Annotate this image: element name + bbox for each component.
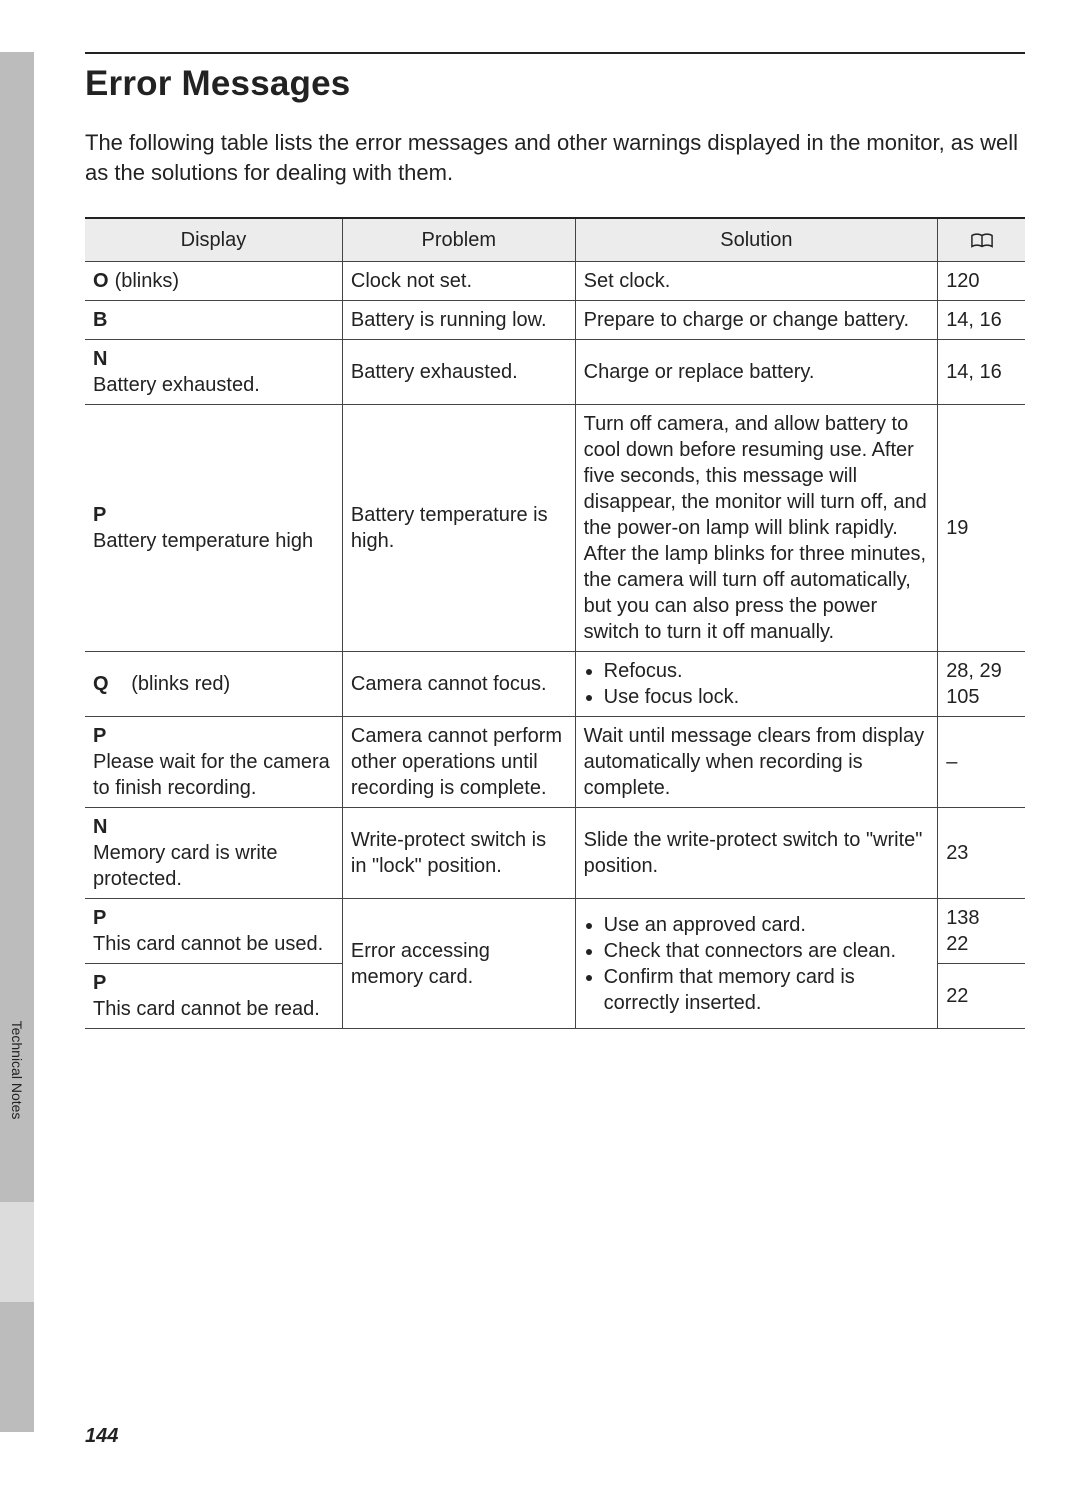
table-row: N Battery exhausted. Battery exhausted. C…	[85, 340, 1025, 405]
section-label: Technical Notes	[9, 1021, 25, 1120]
display-text: (blinks red)	[131, 673, 230, 695]
display-symbol: N	[93, 816, 107, 838]
solution-cell: Charge or replace battery.	[575, 340, 938, 405]
display-text: This card cannot be used.	[93, 933, 323, 955]
display-symbol: P	[93, 907, 106, 929]
solution-item: Refocus.	[604, 658, 930, 684]
table-row: Q (blinks red) Camera cannot focus. Refo…	[85, 652, 1025, 717]
solution-item: Use focus lock.	[604, 684, 930, 710]
solution-cell: Slide the write-protect switch to "write…	[575, 808, 938, 899]
solution-cell: Turn off camera, and allow battery to co…	[575, 405, 938, 652]
ref-cell: 120	[938, 262, 1025, 301]
solution-cell: Refocus. Use focus lock.	[575, 652, 938, 717]
table-row: P Please wait for the camera to finish re…	[85, 717, 1025, 808]
display-text: Please wait for the camera to finish rec…	[93, 751, 330, 799]
display-text: Battery temperature high	[93, 530, 313, 552]
ref-cell: –	[938, 717, 1025, 808]
solution-cell: Wait until message clears from display a…	[575, 717, 938, 808]
solution-cell: Set clock.	[575, 262, 938, 301]
display-symbol: O	[93, 270, 109, 292]
ref-cell: 138 22	[938, 899, 1025, 964]
display-text: Battery exhausted.	[93, 374, 260, 396]
solution-item: Check that connectors are clean.	[604, 938, 930, 964]
col-header-solution: Solution	[575, 218, 938, 262]
display-symbol: B	[93, 309, 107, 331]
ref-cell: 28, 29 105	[938, 652, 1025, 717]
page-content: Error Messages The following table lists…	[85, 52, 1025, 1029]
display-symbol: Q	[93, 673, 109, 695]
ref-cell: 14, 16	[938, 301, 1025, 340]
table-row: N Memory card is write protected. Write-p…	[85, 808, 1025, 899]
table-header-row: Display Problem Solution	[85, 218, 1025, 262]
ref-cell: 14, 16	[938, 340, 1025, 405]
page-number: 144	[85, 1425, 118, 1448]
solution-cell: Use an approved card. Check that connect…	[575, 899, 938, 1029]
problem-cell: Clock not set.	[342, 262, 575, 301]
table-row: P Battery temperature high Battery temper…	[85, 405, 1025, 652]
book-icon	[971, 229, 993, 251]
error-table: Display Problem Solution O (blinks) Clock…	[85, 217, 1025, 1029]
display-symbol: P	[93, 725, 106, 747]
display-text: This card cannot be read.	[93, 998, 320, 1020]
col-header-display: Display	[85, 218, 342, 262]
rule-top	[85, 52, 1025, 54]
ref-cell: 19	[938, 405, 1025, 652]
page-title: Error Messages	[85, 64, 1025, 104]
solution-item: Confirm that memory card is correctly in…	[604, 964, 930, 1016]
solution-cell: Prepare to charge or change battery.	[575, 301, 938, 340]
section-marker	[0, 1202, 34, 1302]
col-header-problem: Problem	[342, 218, 575, 262]
table-row: O (blinks) Clock not set. Set clock. 120	[85, 262, 1025, 301]
ref-cell: 23	[938, 808, 1025, 899]
display-text: (blinks)	[115, 270, 179, 292]
intro-text: The following table lists the error mess…	[85, 128, 1025, 187]
problem-cell: Error accessing memory card.	[342, 899, 575, 1029]
side-tab: Technical Notes	[0, 52, 34, 1432]
table-row: PThis card cannot be used. Error accessi…	[85, 899, 1025, 964]
problem-cell: Battery temperature is high.	[342, 405, 575, 652]
problem-cell: Camera cannot perform other operations u…	[342, 717, 575, 808]
display-symbol: P	[93, 504, 106, 526]
problem-cell: Camera cannot focus.	[342, 652, 575, 717]
display-symbol: P	[93, 972, 106, 994]
display-text: Memory card is write protected.	[93, 842, 277, 890]
problem-cell: Battery is running low.	[342, 301, 575, 340]
problem-cell: Battery exhausted.	[342, 340, 575, 405]
col-header-ref	[938, 218, 1025, 262]
ref-cell: 22	[938, 964, 1025, 1029]
table-row: B Battery is running low. Prepare to cha…	[85, 301, 1025, 340]
display-symbol: N	[93, 348, 107, 370]
problem-cell: Write-protect switch is in "lock" positi…	[342, 808, 575, 899]
solution-item: Use an approved card.	[604, 912, 930, 938]
